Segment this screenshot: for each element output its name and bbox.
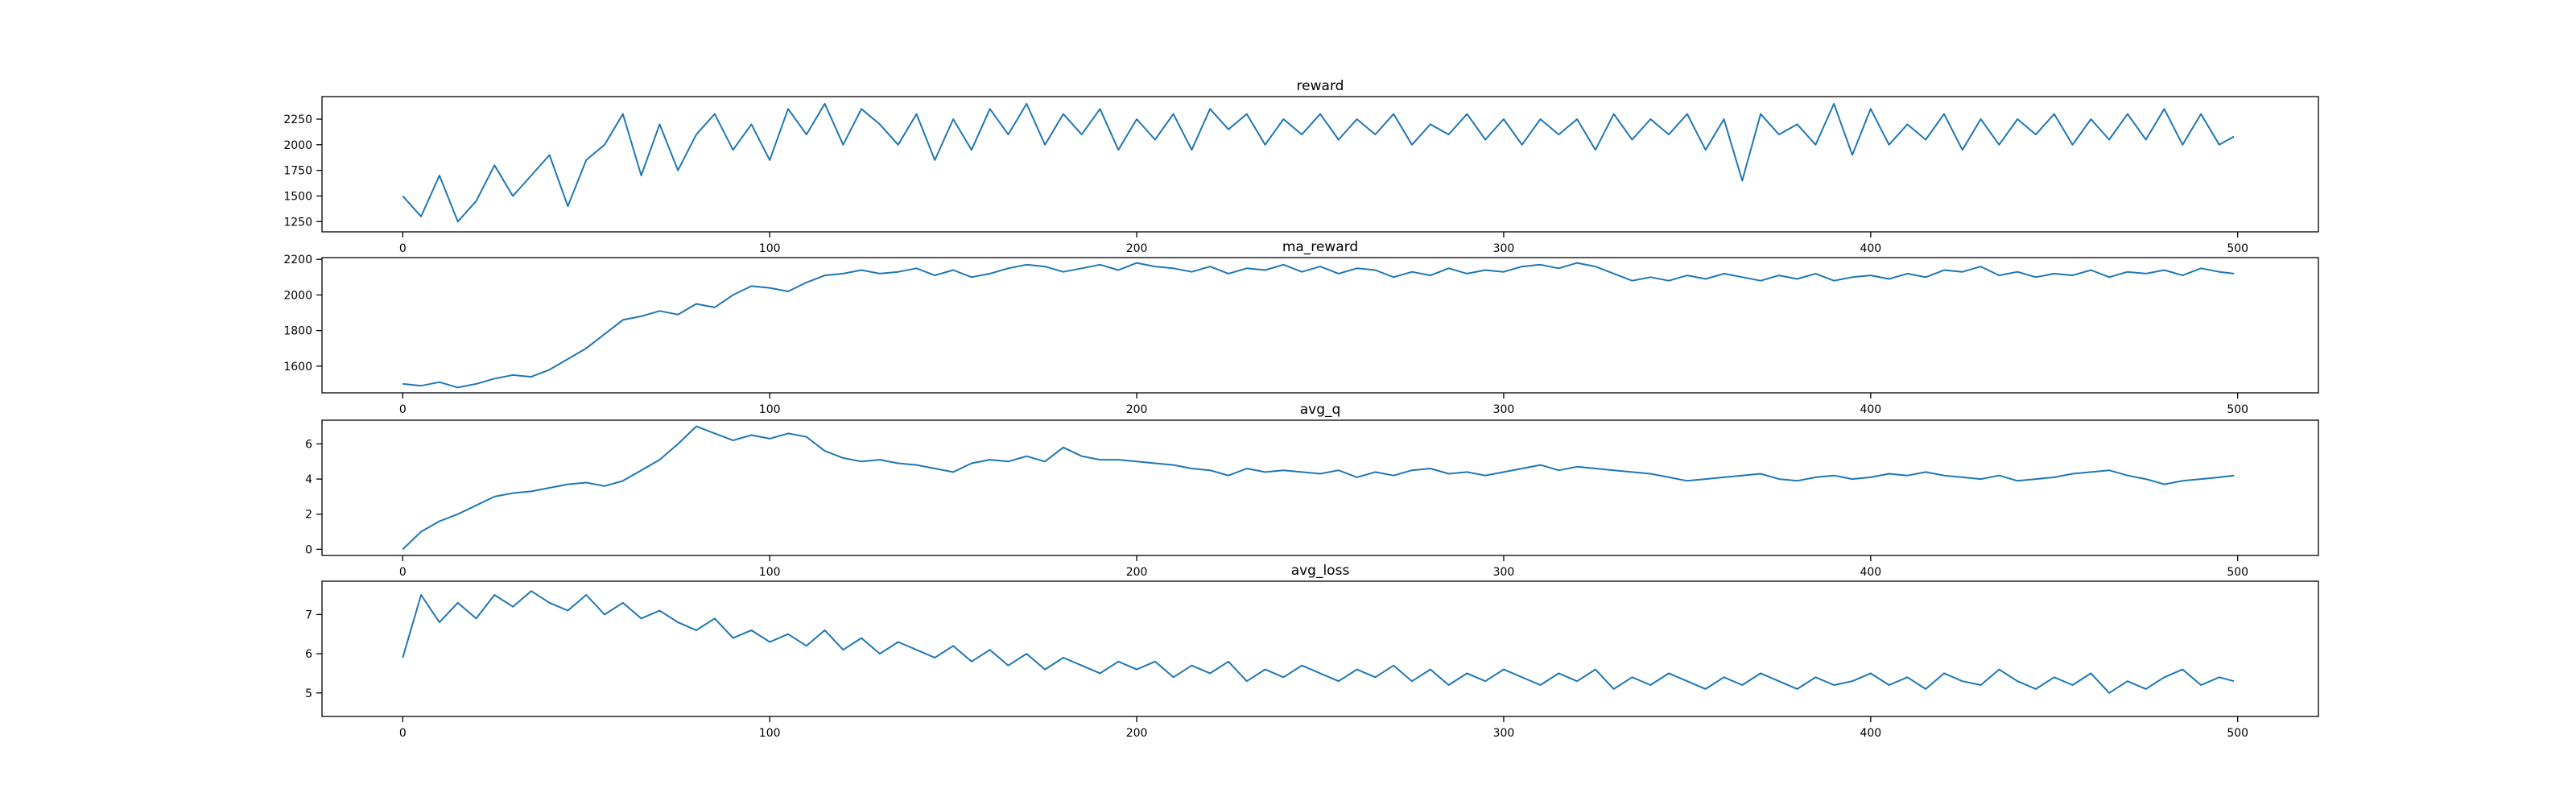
ma-reward-ytick-label: 1600 [283, 361, 312, 374]
ma-reward-xtick-label: 100 [759, 403, 781, 416]
ma-reward-ytick-label: 2200 [283, 254, 312, 266]
reward-xtick-label: 300 [1493, 242, 1515, 255]
ma-reward-title: ma_reward [1282, 239, 1358, 255]
avg-q-xtick-label: 500 [2227, 566, 2248, 579]
ma-reward-axes-frame [321, 257, 2319, 394]
avg-loss-xtick-label: 300 [1493, 727, 1515, 740]
ma-reward-series-line [402, 262, 2235, 389]
avg-q-xtick-label: 300 [1493, 566, 1515, 579]
avg-q-axes-frame [321, 419, 2319, 556]
avg-q-series-line [402, 425, 2235, 551]
subplot-reward: 0 100 200 300 400 500 1250 1500 1750 2000 2250 rewa… [283, 78, 2319, 255]
avg-q-xtick-label: 200 [1126, 566, 1148, 579]
avg-q-ytick-label: 0 [305, 543, 312, 556]
avg-loss-xtick-label: 0 [399, 727, 407, 740]
reward-xtick-label: 0 [399, 242, 407, 255]
reward-xtick-label: 200 [1126, 242, 1148, 255]
reward-ytick-label: 2250 [283, 114, 312, 126]
reward-ytick-label: 1250 [283, 216, 312, 229]
avg-q-ytick-label: 4 [305, 473, 312, 486]
reward-ytick-label: 1750 [283, 165, 312, 178]
ma-reward-xtick-label: 0 [399, 403, 407, 416]
subplot-ma-reward: 0 100 200 300 400 5001600180020002200ma_rewar… [283, 239, 2319, 416]
avg-loss-xtick-label: 200 [1126, 727, 1148, 740]
avg-loss-ytick-label: 5 [305, 687, 312, 700]
reward-xtick-label: 500 [2227, 242, 2248, 255]
ma-reward-ytick-label: 2000 [283, 289, 312, 302]
avg-q-xtick-label: 400 [1860, 566, 1881, 579]
ma-reward-xtick-label: 400 [1860, 403, 1881, 416]
avg-q-ytick-label: 6 [305, 438, 312, 451]
ma-reward-xtick-label: 500 [2227, 403, 2248, 416]
avg-q-ytick-label: 2 [305, 509, 312, 522]
reward-xtick-label: 100 [759, 242, 781, 255]
avg-q-title: avg_q [1300, 402, 1341, 418]
subplot-avg-q: 0 100 200 300 400 500 0 2 4 6 avg_q [305, 402, 2319, 579]
reward-axes-frame [321, 96, 2319, 233]
avg-loss-title: avg_loss [1291, 563, 1350, 579]
avg-loss-axes-frame [321, 580, 2319, 717]
reward-ytick-label: 1500 [283, 190, 312, 203]
avg-loss-xtick-label: 100 [759, 727, 781, 740]
ma-reward-xtick-label: 200 [1126, 403, 1148, 416]
avg-loss-xtick-label: 400 [1860, 727, 1881, 740]
avg-q-xtick-label: 100 [759, 566, 781, 579]
avg-loss-series-line [402, 590, 2235, 694]
reward-xtick-label: 400 [1860, 242, 1881, 255]
reward-series-line [402, 102, 2235, 223]
avg-loss-ytick-label: 7 [305, 609, 312, 621]
avg-loss-ytick-label: 6 [305, 648, 312, 661]
ma-reward-xtick-label: 300 [1493, 403, 1515, 416]
ma-reward-ytick-label: 1800 [283, 325, 312, 338]
subplot-avg-loss: 0 100 200 300 400 500 5 6 7 avg_loss [305, 563, 2319, 740]
reward-ytick-label: 2000 [283, 139, 312, 152]
avg-loss-xtick-label: 500 [2227, 727, 2248, 740]
avg-q-xtick-label: 0 [399, 566, 407, 579]
reward-title: reward [1297, 78, 1344, 94]
